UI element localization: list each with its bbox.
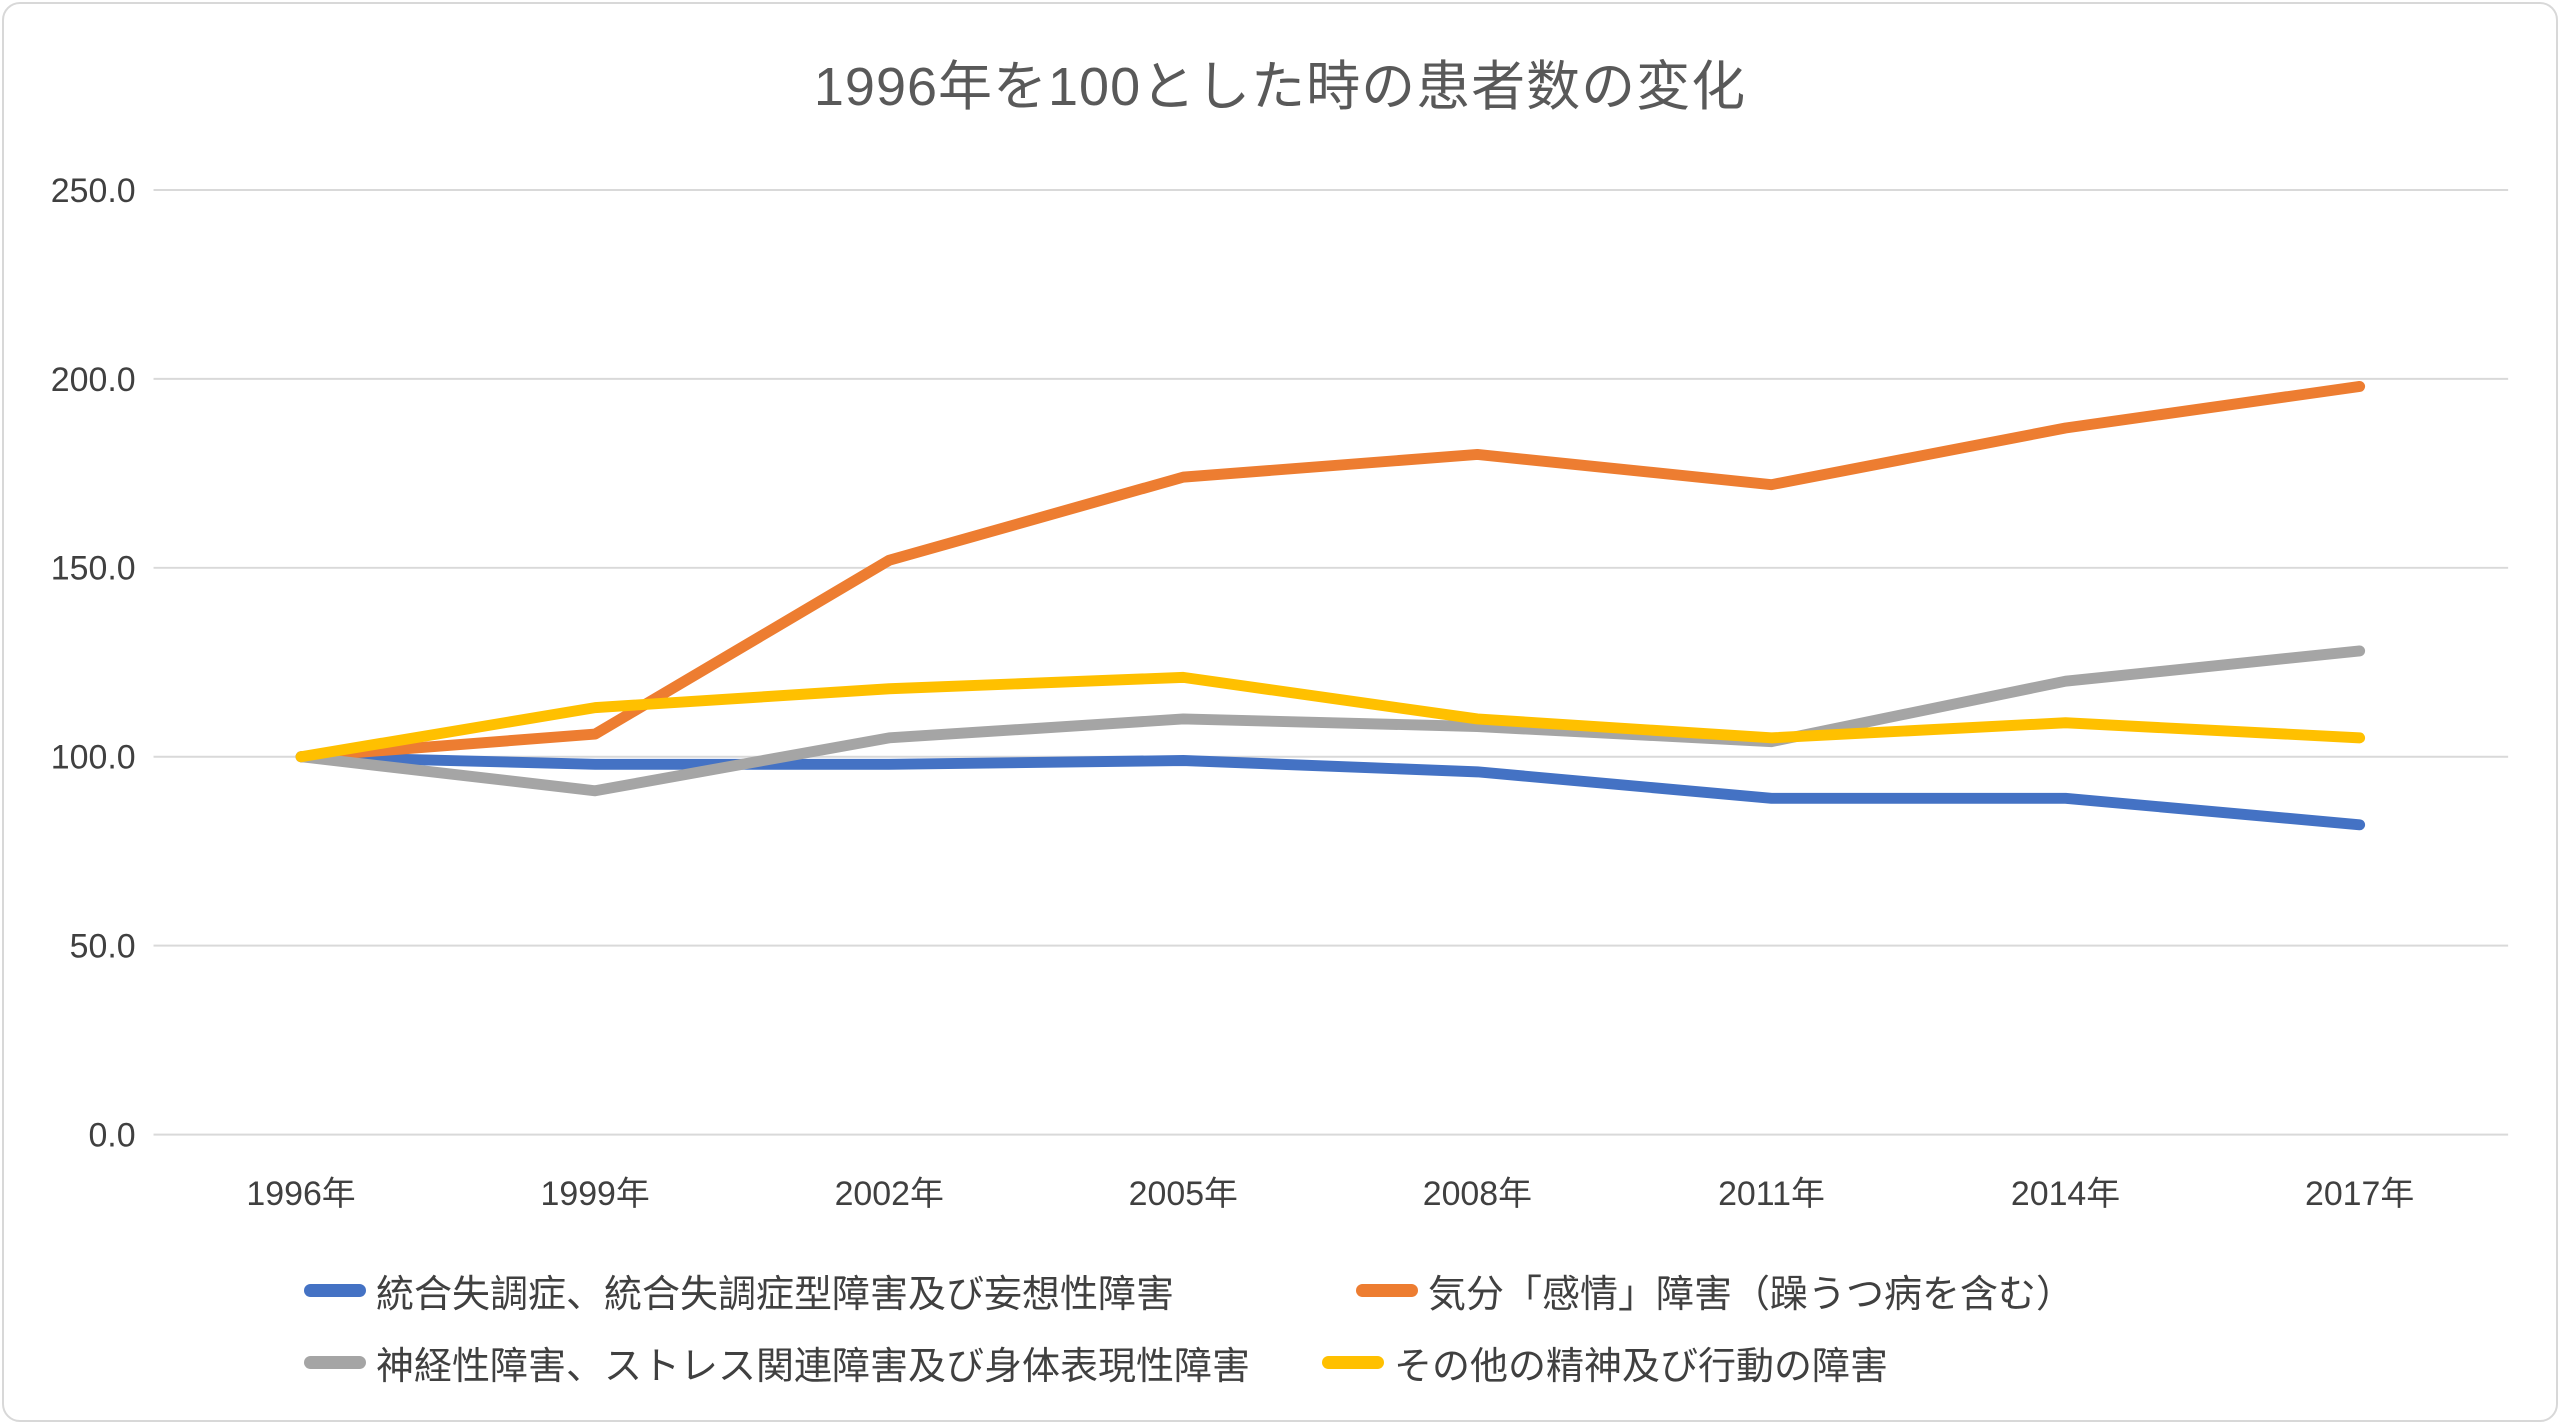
series-line-2 — [295, 645, 2366, 797]
legend-label: 神経性障害、ストレス関連障害及び身体表現性障害 — [376, 1345, 1251, 1388]
x-tick-label: 1996年 — [246, 1175, 355, 1213]
series-line-3 — [295, 671, 2366, 763]
x-tick-label: 2014年 — [2011, 1175, 2120, 1213]
y-tick-label: 250.0 — [51, 172, 136, 210]
y-tick-label: 100.0 — [51, 739, 136, 777]
legend-swatch — [304, 1283, 366, 1297]
x-tick-label: 2005年 — [1129, 1175, 1238, 1213]
x-tick-label: 2011年 — [1718, 1175, 1825, 1213]
legend-item: 気分「感情」障害（躁うつ病を含む） — [1356, 1266, 2074, 1316]
x-tick-label: 2002年 — [835, 1175, 944, 1213]
series-line-0 — [295, 751, 2366, 831]
legend-swatch — [304, 1355, 366, 1369]
y-tick-label: 0.0 — [88, 1117, 135, 1155]
legend-item: 統合失調症、統合失調症型障害及び妄想性障害 — [304, 1266, 1174, 1316]
legend-swatch — [1356, 1283, 1418, 1297]
legend-item: その他の精神及び行動の障害 — [1322, 1338, 1888, 1388]
legend-label: 統合失調症、統合失調症型障害及び妄想性障害 — [376, 1273, 1175, 1316]
legend-swatch — [1322, 1355, 1384, 1369]
y-tick-label: 50.0 — [70, 928, 136, 966]
y-tick-label: 200.0 — [51, 361, 136, 399]
legend-label: その他の精神及び行動の障害 — [1394, 1345, 1889, 1388]
line-chart-plot-area: 250.0 200.0 150.0 100.0 50.0 0.0 1996年 1999年 200… — [51, 172, 2509, 1213]
x-tick-label: 2017年 — [2305, 1175, 2414, 1213]
legend-item: 神経性障害、ストレス関連障害及び身体表現性障害 — [304, 1338, 1250, 1388]
x-tick-label: 2008年 — [1423, 1175, 1532, 1213]
chart-title: 1996年を100とした時の患者数の変化 — [813, 57, 1747, 117]
x-tick-label: 1999年 — [541, 1175, 650, 1213]
y-tick-label: 150.0 — [51, 550, 136, 588]
legend-label: 気分「感情」障害（躁うつ病を含む） — [1428, 1273, 2075, 1316]
